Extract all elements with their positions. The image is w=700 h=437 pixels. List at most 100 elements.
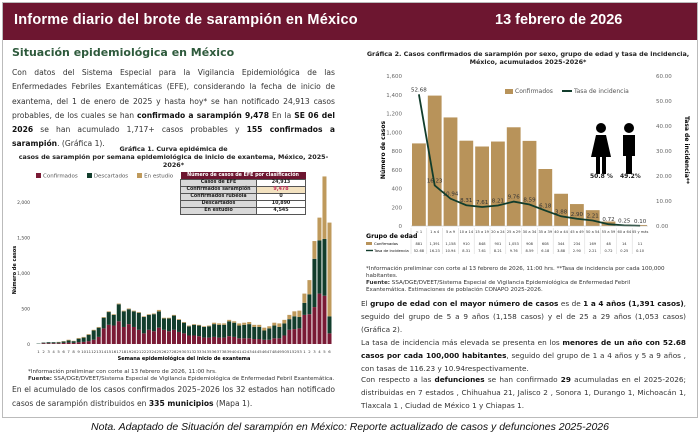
bar-confirmados [522,140,537,226]
rate-label: 0.25 [618,218,631,224]
bar-descartados [86,334,91,342]
male-icon-head [624,123,634,133]
bar-en-estudio [322,176,327,239]
y-tick-label: 2,000 [17,200,30,206]
age-group-label: 40 a 44 [554,230,568,234]
x-tick-label: 40 [232,349,237,354]
bar-en-estudio [252,324,257,327]
bar-descartados [166,318,171,332]
male-percent: 49.2% [620,173,641,180]
incidence-line [418,94,641,227]
x-tick-label: 2 [42,349,45,354]
table-confirmados-cell: 910 [463,242,471,246]
rate-label: 8.31 [460,198,472,204]
bar-descartados [146,314,151,330]
rate-label: 9.76 [508,195,521,201]
bar-en-estudio [262,327,267,331]
chart1-legend: Confirmados Descartados En estudio [36,173,173,180]
bar-confirmados [475,146,489,226]
bar-confirmados [126,324,131,344]
x-tick-label: 20 [131,349,136,354]
bar-descartados [66,340,71,343]
bar-en-estudio [307,280,312,295]
bar-descartados [237,325,242,339]
y-axis-label: Número de casos [11,246,18,294]
table-confirmados-cell: 881 [415,242,422,246]
chart2-legend: Confirmados Tasa de incidencia [505,88,629,95]
bar-confirmados [322,295,327,344]
chart1-title: Gráfica 1. Curva epidémica de casos de sa… [18,145,329,169]
rate-label: 6.18 [539,204,552,210]
bar-descartados [217,324,222,338]
bar-confirmados [257,339,262,344]
table-rate-cell: 8.31 [462,249,470,253]
x-tick-label: 11 [86,349,91,354]
deaths-paragraph: Con respecto a las defunciones se han co… [361,375,686,410]
x-tick-label: 8 [72,349,75,354]
bar-descartados [307,294,312,315]
bar-descartados [317,240,322,294]
chart2-title: Gráfica 2. Casos confirmados de sarampió… [366,50,690,66]
bar-en-estudio [81,336,86,338]
bar-en-estudio [242,322,247,325]
bar-descartados [207,326,212,338]
legend-descartados: Descartados [86,173,128,180]
x-tick-label: 14 [101,349,106,354]
bar-en-estudio [136,312,141,313]
bar-confirmados [287,329,292,344]
bar-confirmados [151,331,156,344]
bar-confirmados [267,339,272,344]
bar-en-estudio [116,303,121,305]
table-confirmados-cell: 608 [542,242,550,246]
bar-en-estudio [96,326,101,328]
bar-descartados [121,311,126,327]
x-tick-label: 46 [262,349,267,354]
bar-descartados [106,312,111,325]
bar-confirmados [71,342,76,344]
female-icon-body [591,135,611,174]
bar-confirmados [247,338,252,344]
x-tick-label: 3 [313,349,316,354]
bar-en-estudio [121,310,126,312]
bar-confirmados [136,329,141,344]
bar-descartados [41,342,46,344]
x-tick-label: 35 [207,349,212,354]
bar-en-estudio [257,324,262,327]
x-tick-label: 36 [212,349,217,354]
table-confirmados-cell: 48 [606,242,611,246]
bar-descartados [227,321,232,337]
bar-descartados [297,317,302,329]
bar-en-estudio [227,319,232,322]
bar-confirmados [272,338,277,344]
table-rate-cell: 0.10 [636,249,645,253]
chart1-note: *Información preliminar con corte al 13 … [28,369,335,382]
y-tick-label: 200 [392,205,403,211]
table-confirmados-cell: 11 [638,242,643,246]
bar-en-estudio [202,326,207,327]
bar-confirmados [51,343,56,344]
bar-descartados [56,342,61,344]
bar-confirmados [232,336,237,344]
bar-confirmados [76,342,81,344]
bar-confirmados [86,341,91,344]
bar-descartados [272,325,277,339]
y2-tick-label: 0.00 [656,224,669,230]
figure-caption: Nota. Adaptado de Situación del sarampió… [91,421,609,433]
bar-confirmados [242,338,247,344]
bar-confirmados [491,141,505,226]
bar-descartados [126,309,131,325]
bar-en-estudio [86,334,91,335]
bar-descartados [202,326,207,338]
age-group-label: 45 a 49 [570,230,584,234]
x-tick-label: 21 [136,349,141,354]
age-group-label: 25 a 29 [507,230,521,234]
y2-tick-label: 30.00 [656,149,672,155]
bar-confirmados [277,338,282,344]
bar-descartados [96,327,101,337]
rate-label: 52.68 [411,87,427,93]
bar-confirmados [141,333,146,344]
x-tick-label: 30 [182,349,187,354]
age-group-label: 1 a 4 [430,230,440,234]
bar-descartados [81,337,86,342]
